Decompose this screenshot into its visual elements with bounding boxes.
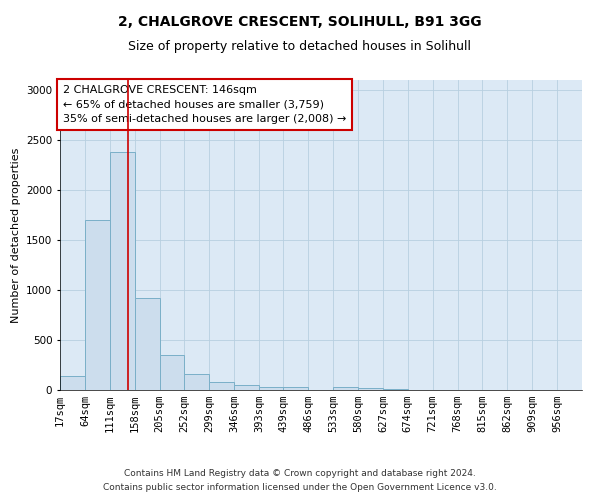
Bar bbox=[209, 382, 234, 390]
Bar bbox=[184, 374, 209, 390]
Bar bbox=[259, 386, 284, 390]
Bar bbox=[234, 385, 259, 390]
Bar bbox=[110, 152, 134, 390]
Text: 2, CHALGROVE CRESCENT, SOLIHULL, B91 3GG: 2, CHALGROVE CRESCENT, SOLIHULL, B91 3GG bbox=[118, 15, 482, 29]
Text: Contains HM Land Registry data © Crown copyright and database right 2024.: Contains HM Land Registry data © Crown c… bbox=[124, 468, 476, 477]
Text: 2 CHALGROVE CRESCENT: 146sqm
← 65% of detached houses are smaller (3,759)
35% of: 2 CHALGROVE CRESCENT: 146sqm ← 65% of de… bbox=[62, 84, 346, 124]
Y-axis label: Number of detached properties: Number of detached properties bbox=[11, 148, 20, 322]
Bar bbox=[60, 376, 85, 390]
Text: Size of property relative to detached houses in Solihull: Size of property relative to detached ho… bbox=[128, 40, 472, 53]
Bar bbox=[358, 388, 383, 390]
Bar bbox=[85, 220, 110, 390]
Bar bbox=[383, 389, 408, 390]
Bar bbox=[283, 387, 308, 390]
Bar bbox=[134, 298, 160, 390]
Bar bbox=[160, 355, 184, 390]
Text: Contains public sector information licensed under the Open Government Licence v3: Contains public sector information licen… bbox=[103, 484, 497, 492]
Bar bbox=[333, 387, 358, 390]
